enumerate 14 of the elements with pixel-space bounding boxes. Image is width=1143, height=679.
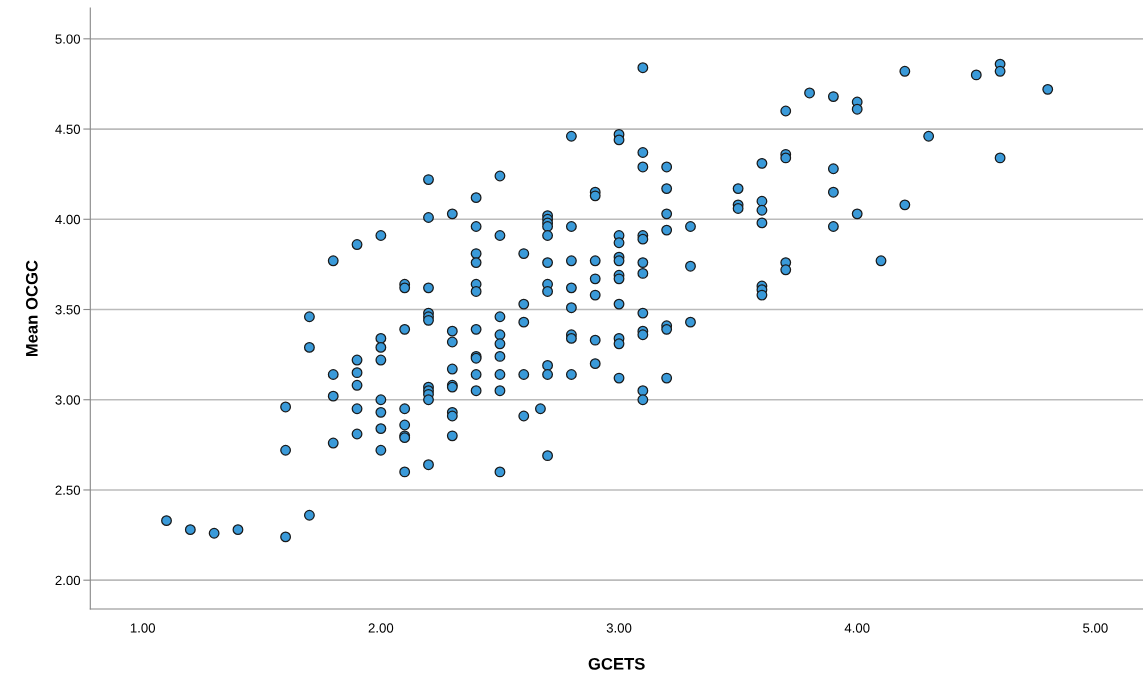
y-axis-title: Mean OCGC (25, 260, 38, 357)
x-tick-label: 3.00 (606, 623, 632, 633)
x-tick-label: 4.00 (844, 623, 870, 633)
y-tick-label: 3.00 (55, 395, 81, 405)
y-tick-label: 3.50 (55, 305, 81, 315)
y-tick-label: 4.50 (55, 124, 81, 134)
x-tick-label: 1.00 (130, 623, 156, 633)
x-tick-label: 2.00 (368, 623, 394, 633)
x-tick-label: 5.00 (1083, 623, 1108, 633)
y-tick-label: 2.50 (55, 485, 81, 495)
x-axis-title: GCETS (588, 657, 645, 670)
y-tick-label: 5.00 (55, 34, 81, 44)
y-tick-label: 4.00 (55, 214, 81, 225)
y-tick-label: 2.00 (55, 575, 81, 586)
